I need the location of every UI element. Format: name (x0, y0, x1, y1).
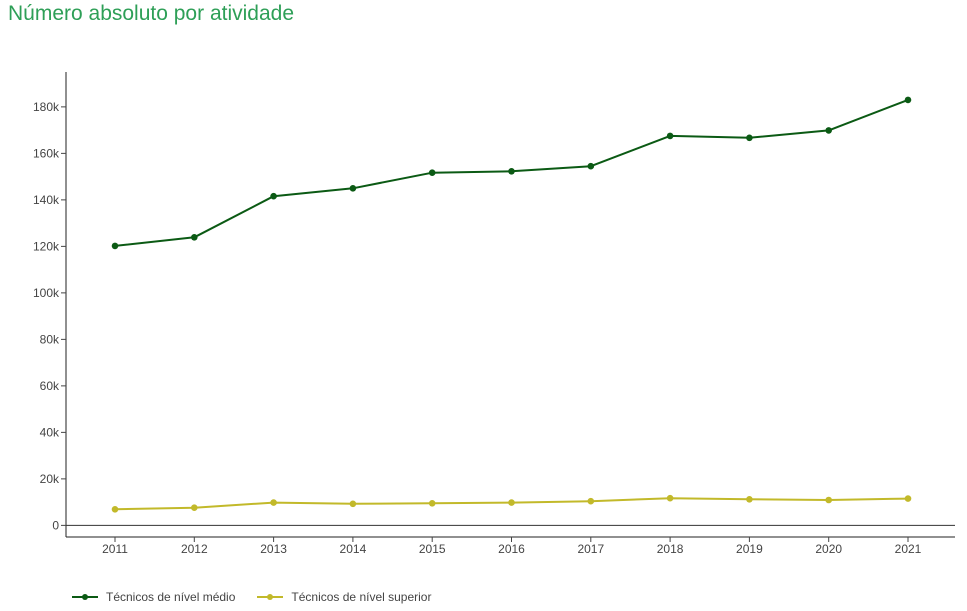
x-tick-label: 2013 (260, 542, 287, 556)
chart-axes: 0 20k 40k 60k 80k 100k 120k 140k 160k 180k 2011 201… (33, 72, 955, 556)
y-tick-label: 80k (40, 332, 60, 346)
data-point: 2020: 10900 (825, 496, 832, 504)
x-tick-label: 2016 (498, 542, 525, 556)
y-tick-label: 20k (40, 472, 60, 486)
y-tick-label: 0 (52, 518, 59, 532)
y-tick-label: 180k (33, 100, 60, 114)
x-tick-label: 2017 (577, 542, 604, 556)
series-group: 2011: 6900 2012: 7600 2013: 9800 2014: 9300… (111, 494, 912, 513)
y-tick-label: 160k (33, 146, 60, 160)
chart-legend: Técnicos de nível médio Técnicos de nível… (72, 590, 431, 604)
x-tick-label: 2019 (736, 542, 763, 556)
chart-title: Número absoluto por atividade (8, 2, 295, 25)
data-point: 2017: 10400 (587, 497, 595, 505)
legend-swatch-icon (257, 591, 284, 603)
data-point: 2011: 120200 (111, 242, 119, 250)
legend-item[interactable]: Técnicos de nível superior (257, 590, 431, 604)
data-point: 2021: 11500 (904, 495, 912, 502)
data-point: 2011: 6900 (111, 506, 119, 513)
data-point: 2012: 7600 (191, 504, 198, 512)
y-tick-label: 40k (40, 425, 60, 439)
data-point: 2015: 9500 (428, 500, 436, 507)
x-tick-label: 2020 (815, 542, 842, 556)
data-point: 2012: 123900 (191, 234, 198, 241)
data-point: 2013: 9800 (270, 499, 277, 506)
series-layer: 2011: 120200 2012: 123900 2013: 141600 2014… (111, 96, 912, 513)
series-group: 2011: 120200 2012: 123900 2013: 141600 2014… (111, 96, 912, 250)
legend-label: Técnicos de nível médio (106, 590, 236, 604)
legend-label: Técnicos de nível superior (291, 590, 432, 604)
data-point: 2019: 11200 (746, 496, 753, 503)
data-point: 2015: 151700 (428, 169, 436, 176)
data-point: 2020: 169900 (825, 127, 832, 134)
line-chart: 0 20k 40k 60k 80k 100k 120k 140k 160k 180k 2011 201… (33, 72, 955, 556)
data-point: 2017: 154500 (587, 162, 595, 170)
y-tick-label: 120k (33, 239, 60, 253)
data-point: 2021: 183000 (904, 96, 912, 104)
y-tick-label: 100k (33, 286, 60, 300)
data-point: 2019: 166700 (746, 134, 753, 142)
x-tick-label: 2012 (181, 542, 208, 556)
x-tick-label: 2011 (102, 542, 128, 556)
data-point: 2016: 9800 (508, 499, 515, 506)
x-tick-label: 2018 (657, 542, 684, 556)
data-point: 2013: 141600 (270, 192, 277, 200)
data-point: 2018: 11700 (666, 494, 674, 502)
x-tick-label: 2014 (340, 542, 367, 556)
x-tick-label: 2021 (895, 542, 922, 556)
data-point: 2014: 145000 (349, 185, 357, 192)
legend-swatch-icon (72, 591, 98, 603)
y-tick-label: 140k (33, 193, 60, 207)
data-point: 2014: 9300 (349, 500, 357, 508)
legend-item[interactable]: Técnicos de nível médio (72, 590, 235, 604)
data-point: 2018: 167500 (666, 132, 674, 140)
x-tick-label: 2015 (419, 542, 446, 556)
y-tick-label: 60k (40, 379, 60, 393)
data-point: 2016: 152300 (508, 168, 515, 175)
